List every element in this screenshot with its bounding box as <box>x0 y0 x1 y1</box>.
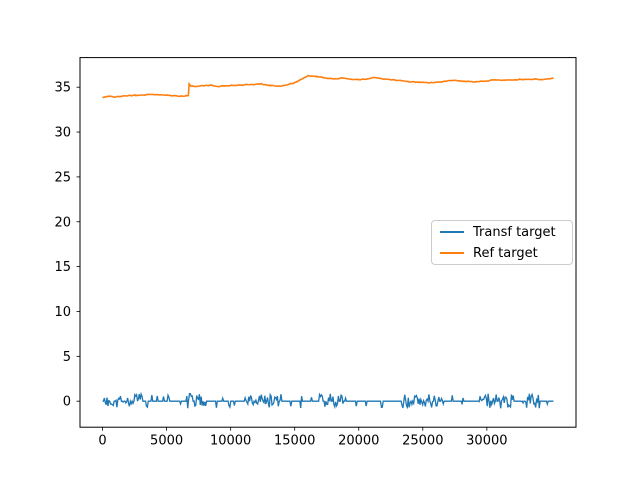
y-tick-label: 35 <box>54 81 71 96</box>
y-tick-label: 0 <box>63 395 71 410</box>
y-tick-label: 15 <box>54 260 71 275</box>
legend-item-transf-target: Transf target <box>440 223 564 242</box>
x-tick-label: 10000 <box>210 434 251 449</box>
legend-label-ref-target: Ref target <box>473 245 538 261</box>
x-tick-label: 20000 <box>338 434 379 449</box>
legend-swatch-ref-target <box>440 252 464 254</box>
y-tick-label: 10 <box>54 305 71 320</box>
y-tick-label: 25 <box>54 170 71 185</box>
plot-area-border <box>79 57 577 428</box>
y-tick-label: 20 <box>54 215 71 230</box>
legend-swatch-transf-target <box>440 231 464 233</box>
series-ref-target-line <box>102 74 554 99</box>
x-tick-label: 25000 <box>402 434 443 449</box>
legend-item-ref-target: Ref target <box>440 244 564 263</box>
series-lines <box>102 74 554 410</box>
legend: Transf target Ref target <box>431 220 573 265</box>
y-tick-label: 30 <box>54 126 71 141</box>
legend-label-transf-target: Transf target <box>473 224 556 240</box>
axis-ticks: 0 5000 10000 15000 20000 25000 30000 0 5 10 15 20 25… <box>54 81 507 449</box>
x-tick-label: 30000 <box>466 434 507 449</box>
x-tick-label: 0 <box>98 434 106 449</box>
x-tick-label: 5000 <box>150 434 183 449</box>
y-tick-label: 5 <box>63 350 71 365</box>
series-transf-target-line <box>102 391 554 410</box>
x-tick-label: 15000 <box>274 434 315 449</box>
